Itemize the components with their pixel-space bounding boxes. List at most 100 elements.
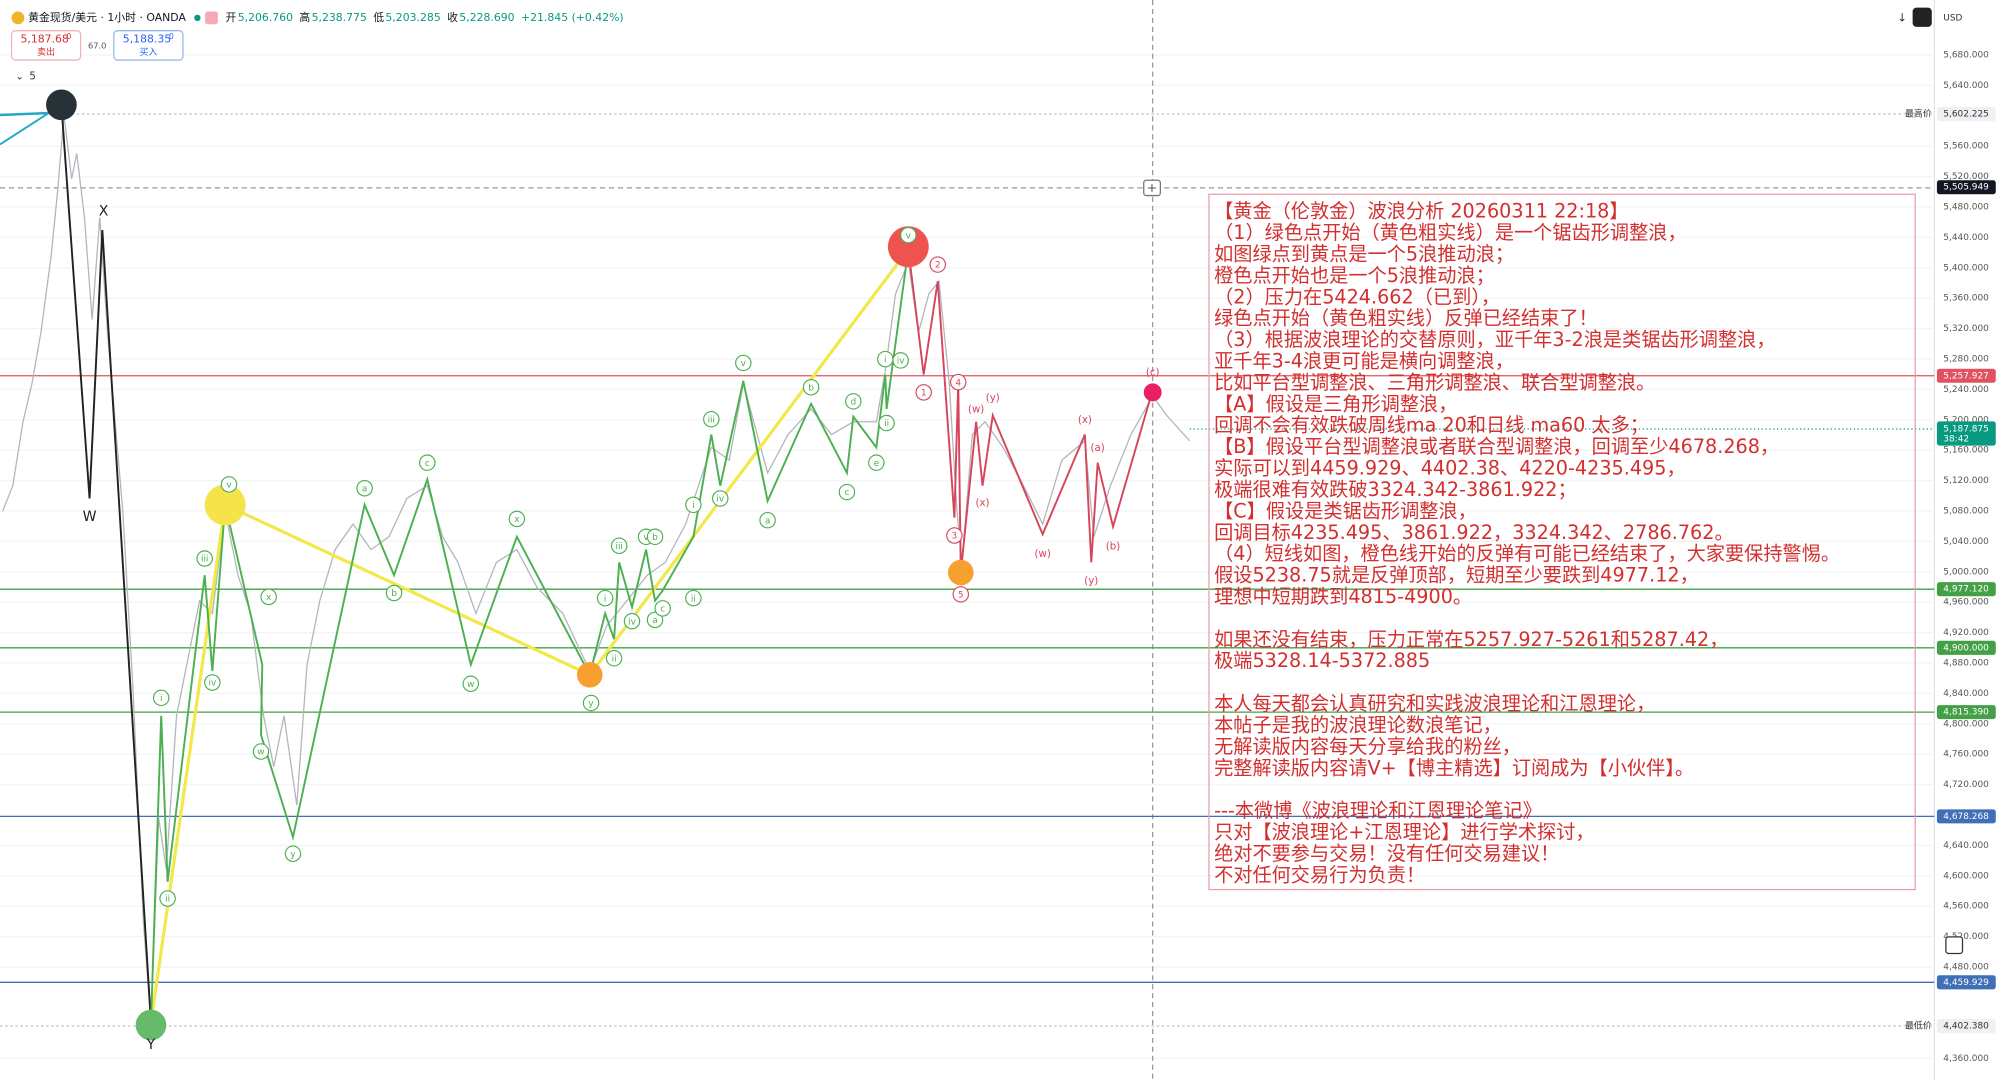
wave-label: a: [652, 616, 657, 626]
pivot-dot-pink: [1143, 383, 1162, 402]
price-tick-label: 4,920.000: [1943, 628, 1989, 638]
wave-label-circle: [929, 256, 947, 273]
note-line: 比如平台型调整浪、三角形调整浪、联合型调整浪。: [1214, 371, 1655, 394]
wave-label-circle: [462, 675, 480, 693]
price-tick-label: 5,280.000: [1943, 354, 1989, 364]
note-box: [1208, 193, 1916, 891]
symbol-title: 黄金现货/美元 · 1小时 · OANDA: [28, 10, 186, 24]
wave-label-circle: [868, 454, 885, 471]
price-tick-label: 4,480.000: [1943, 963, 1989, 973]
price-tick-label: 4,800.000: [1943, 719, 1989, 729]
wave-label: c: [425, 459, 430, 469]
wave-label-circle: [759, 511, 776, 529]
wave-label: 1: [921, 389, 927, 399]
price-tick-label: 4,720.000: [1943, 780, 1989, 790]
wave-label-circle: [596, 589, 614, 607]
low-name: 最低价: [1905, 1020, 1932, 1032]
wave-label-circle: [260, 588, 277, 606]
sell-price-sup: 0: [67, 32, 72, 41]
low-price-label: 4,402.380: [1943, 1022, 1989, 1032]
price-tick-label: 5,120.000: [1943, 476, 1989, 486]
price-tick-label: 4,880.000: [1943, 659, 1989, 669]
wave-label: a: [362, 484, 367, 494]
note-line: 绿色点开始（黄色粗实线）反弹已经结束了！: [1214, 307, 1598, 330]
wave-label: v: [643, 533, 649, 543]
wave-line-green: [150, 249, 910, 1023]
price-level-box: [1936, 975, 1996, 990]
wave-line-black: [60, 104, 152, 1023]
quote-label: 低: [373, 11, 384, 24]
wave-label: b: [652, 533, 658, 543]
price-tick-label: 5,080.000: [1943, 507, 1989, 517]
note-line: 【C】假设是类锯齿形调整浪，: [1214, 499, 1477, 522]
wave-label: a: [765, 516, 770, 526]
price-tick-label: 5,200.000: [1943, 415, 1989, 425]
price-tick-label: 4,600.000: [1943, 871, 1989, 881]
pivot-dot-orange: [947, 559, 974, 586]
wave-label: c: [660, 605, 665, 615]
note-line: 回调目标4235.495、3861.922，3324.342、2786.762。: [1214, 521, 1734, 544]
buy-button[interactable]: [113, 30, 184, 61]
indicator-toggle[interactable]: 5: [29, 72, 36, 83]
wave-label: iv: [208, 679, 216, 689]
wave-label: 4: [955, 378, 961, 388]
wave-label-circle: [385, 584, 403, 602]
wave-label: y: [588, 699, 594, 709]
wave-label: e: [874, 459, 880, 469]
wave-label: iii: [708, 415, 715, 425]
note-line: 极端很难有效跌破3324.342-3861.922；: [1214, 478, 1577, 501]
wave-label: ii: [612, 654, 617, 664]
price-level-label: 4,977.120: [1943, 585, 1989, 595]
quote-label: 高: [299, 10, 310, 24]
currency[interactable]: USD: [1943, 13, 1962, 23]
flag: [205, 11, 218, 25]
price-tick-label: 5,040.000: [1943, 537, 1989, 547]
note-line: 【黄金（伦敦金）波浪分析 20260311 22:18】: [1214, 200, 1628, 223]
wave-label: (w): [968, 405, 984, 416]
wave-label: w: [257, 748, 264, 758]
wave-label-circle: [196, 550, 213, 567]
note-line: 理想中短期跌到4815-4900。: [1214, 585, 1472, 608]
screenshot-button[interactable]: [1912, 7, 1932, 27]
download-icon[interactable]: ↓: [1897, 10, 1907, 24]
price-tick-label: 4,960.000: [1943, 598, 1989, 608]
wave-label: iv: [716, 495, 724, 505]
wave-label-circle: [605, 649, 623, 667]
price-level-box: [1936, 640, 1996, 655]
high-name: 最高价: [1905, 108, 1932, 120]
wave-label-circle: [356, 479, 373, 497]
scale-toggle[interactable]: [1945, 936, 1964, 955]
wave-label-circle: [915, 384, 932, 401]
quote-value: 5,203.285: [385, 11, 440, 24]
price-level-box: [1936, 368, 1996, 383]
wave-label: X: [99, 204, 109, 220]
note-line: 实际可以到4459.929、4402.38、4220-4235.495，: [1214, 457, 1686, 480]
wave-label-circle: [878, 414, 895, 432]
note-line: （2）压力在5424.662（已到），: [1214, 285, 1500, 308]
wave-label: (x): [1078, 415, 1092, 426]
wave-label-circle: [703, 410, 720, 428]
wave-label: 2: [935, 261, 941, 271]
price-tick-label: 5,680.000: [1943, 50, 1989, 60]
price-tick-label: 5,320.000: [1943, 324, 1989, 334]
pivot-dot-orange: [576, 662, 603, 688]
wave-label-circle: [419, 454, 436, 471]
wave-label-circle: [623, 612, 641, 630]
price-tick-label: 5,480.000: [1943, 202, 1989, 212]
price-tick-label: 4,360.000: [1943, 1054, 1989, 1064]
note-line: 只对【波浪理论+江恩理论】进行学术探讨，: [1214, 821, 1595, 844]
price-tick-label: 5,640.000: [1943, 81, 1989, 91]
indicator-chevron[interactable]: ⌄: [15, 72, 24, 83]
crosshair-add-button[interactable]: [1143, 179, 1161, 197]
wave-label-circle: [284, 845, 302, 863]
wave-label: (x): [976, 498, 990, 509]
pivot-dot-green: [135, 1009, 167, 1041]
price-tick-label: 5,520.000: [1943, 172, 1989, 182]
price-tick-label: 5,160.000: [1943, 446, 1989, 456]
market-status: [194, 14, 201, 22]
low-price-box: [1936, 1019, 1996, 1034]
wave-label-circle: [654, 600, 671, 617]
sell-button[interactable]: [10, 30, 82, 61]
wave-label-circle: [220, 476, 238, 493]
